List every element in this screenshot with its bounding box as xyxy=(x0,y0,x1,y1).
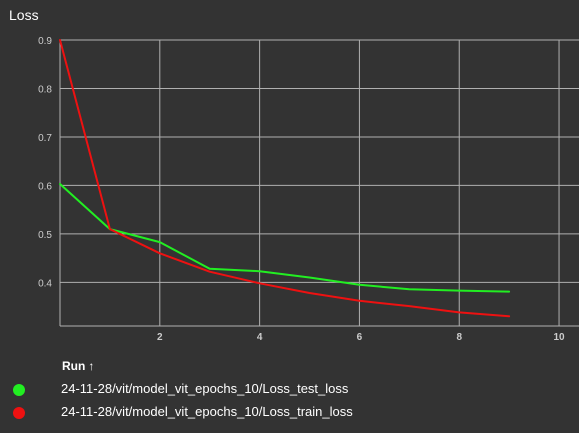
test-loss-line xyxy=(59,183,511,293)
x-tick-label: 4 xyxy=(257,332,263,343)
x-tick-label: 8 xyxy=(456,332,462,343)
train-loss-line xyxy=(59,39,511,318)
legend-item[interactable]: 24-11-28/vit/model_vit_epochs_10/Loss_te… xyxy=(0,380,579,400)
legend-label: 24-11-28/vit/model_vit_epochs_10/Loss_tr… xyxy=(61,404,353,419)
legend-header-run[interactable]: Run ↑ xyxy=(62,359,94,373)
x-tick-label: 6 xyxy=(357,332,363,343)
chart-title: Loss xyxy=(9,7,39,23)
legend-label: 24-11-28/vit/model_vit_epochs_10/Loss_te… xyxy=(61,381,349,396)
y-tick-label: 0.4 xyxy=(38,278,52,289)
y-tick-label: 0.6 xyxy=(38,181,52,192)
legend-color-swatch xyxy=(13,407,25,419)
y-tick-label: 0.9 xyxy=(38,36,52,47)
legend-item[interactable]: 24-11-28/vit/model_vit_epochs_10/Loss_tr… xyxy=(0,403,579,423)
loss-chart: 0.4 0.5 0.6 0.7 0.8 0.9 2 4 6 8 10 xyxy=(38,36,579,343)
x-tick-label: 2 xyxy=(157,332,163,343)
arrow-up-icon: ↑ xyxy=(88,359,95,373)
axis-ticks: 0.4 0.5 0.6 0.7 0.8 0.9 2 4 6 8 10 xyxy=(38,36,565,343)
y-tick-label: 0.7 xyxy=(38,133,52,144)
legend-color-swatch xyxy=(13,384,25,396)
legend-header-label: Run xyxy=(62,359,86,373)
series-lines xyxy=(59,39,511,318)
y-tick-label: 0.5 xyxy=(38,230,52,241)
grid-lines xyxy=(59,39,579,327)
y-tick-label: 0.8 xyxy=(38,84,52,95)
x-tick-label: 10 xyxy=(553,332,565,343)
